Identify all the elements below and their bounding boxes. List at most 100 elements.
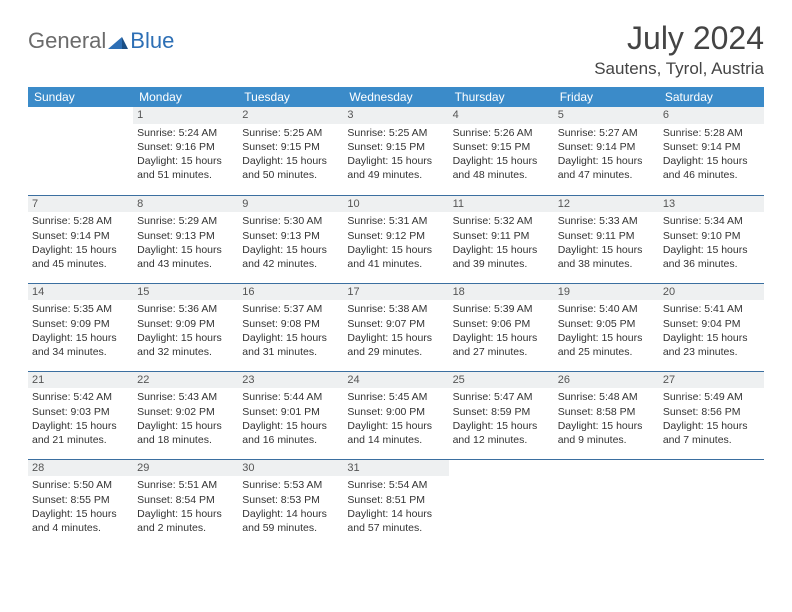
sunset-line: Sunset: 9:09 PM: [137, 317, 234, 331]
weekday-header: Tuesday: [238, 87, 343, 107]
sunset-line: Sunset: 9:04 PM: [663, 317, 760, 331]
daylight-line: Daylight: 15 hours and 12 minutes.: [453, 419, 550, 447]
day-number: 26: [554, 372, 659, 389]
daylight-line: Daylight: 15 hours and 7 minutes.: [663, 419, 760, 447]
sunrise-line: Sunrise: 5:47 AM: [453, 390, 550, 404]
weekday-header: Saturday: [659, 87, 764, 107]
calendar-day-cell: 8Sunrise: 5:29 AMSunset: 9:13 PMDaylight…: [133, 195, 238, 283]
daylight-line: Daylight: 15 hours and 27 minutes.: [453, 331, 550, 359]
daylight-line: Daylight: 15 hours and 38 minutes.: [558, 243, 655, 271]
sunset-line: Sunset: 8:58 PM: [558, 405, 655, 419]
day-number: 14: [28, 284, 133, 301]
sunset-line: Sunset: 8:54 PM: [137, 493, 234, 507]
calendar-body: 1Sunrise: 5:24 AMSunset: 9:16 PMDaylight…: [28, 107, 764, 547]
day-number: 20: [659, 284, 764, 301]
calendar-day-cell: 13Sunrise: 5:34 AMSunset: 9:10 PMDayligh…: [659, 195, 764, 283]
sunrise-line: Sunrise: 5:51 AM: [137, 478, 234, 492]
sunrise-line: Sunrise: 5:39 AM: [453, 302, 550, 316]
sunrise-line: Sunrise: 5:29 AM: [137, 214, 234, 228]
daylight-line: Daylight: 15 hours and 9 minutes.: [558, 419, 655, 447]
sunset-line: Sunset: 9:15 PM: [453, 140, 550, 154]
day-number: 31: [343, 460, 448, 477]
calendar-day-cell: 15Sunrise: 5:36 AMSunset: 9:09 PMDayligh…: [133, 283, 238, 371]
calendar-header-row: SundayMondayTuesdayWednesdayThursdayFrid…: [28, 87, 764, 107]
sunset-line: Sunset: 9:11 PM: [453, 229, 550, 243]
location: Sautens, Tyrol, Austria: [594, 59, 764, 79]
sunset-line: Sunset: 9:12 PM: [347, 229, 444, 243]
sunset-line: Sunset: 8:59 PM: [453, 405, 550, 419]
sunrise-line: Sunrise: 5:49 AM: [663, 390, 760, 404]
sunset-line: Sunset: 9:00 PM: [347, 405, 444, 419]
calendar-day-cell: 4Sunrise: 5:26 AMSunset: 9:15 PMDaylight…: [449, 107, 554, 195]
calendar-day-cell: [659, 459, 764, 547]
day-number: 7: [28, 196, 133, 213]
calendar-day-cell: 2Sunrise: 5:25 AMSunset: 9:15 PMDaylight…: [238, 107, 343, 195]
calendar-day-cell: 30Sunrise: 5:53 AMSunset: 8:53 PMDayligh…: [238, 459, 343, 547]
sunset-line: Sunset: 9:11 PM: [558, 229, 655, 243]
calendar-table: SundayMondayTuesdayWednesdayThursdayFrid…: [28, 87, 764, 547]
sunrise-line: Sunrise: 5:34 AM: [663, 214, 760, 228]
daylight-line: Daylight: 15 hours and 42 minutes.: [242, 243, 339, 271]
daylight-line: Daylight: 15 hours and 16 minutes.: [242, 419, 339, 447]
daylight-line: Daylight: 15 hours and 39 minutes.: [453, 243, 550, 271]
weekday-header: Sunday: [28, 87, 133, 107]
calendar-day-cell: 18Sunrise: 5:39 AMSunset: 9:06 PMDayligh…: [449, 283, 554, 371]
calendar-day-cell: 10Sunrise: 5:31 AMSunset: 9:12 PMDayligh…: [343, 195, 448, 283]
daylight-line: Daylight: 15 hours and 4 minutes.: [32, 507, 129, 535]
day-number: 27: [659, 372, 764, 389]
sunrise-line: Sunrise: 5:44 AM: [242, 390, 339, 404]
day-number: 28: [28, 460, 133, 477]
calendar-day-cell: [28, 107, 133, 195]
day-number: 18: [449, 284, 554, 301]
sunrise-line: Sunrise: 5:38 AM: [347, 302, 444, 316]
sunrise-line: Sunrise: 5:37 AM: [242, 302, 339, 316]
day-number: 12: [554, 196, 659, 213]
daylight-line: Daylight: 15 hours and 18 minutes.: [137, 419, 234, 447]
daylight-line: Daylight: 15 hours and 14 minutes.: [347, 419, 444, 447]
sunrise-line: Sunrise: 5:28 AM: [32, 214, 129, 228]
calendar-week-row: 14Sunrise: 5:35 AMSunset: 9:09 PMDayligh…: [28, 283, 764, 371]
sunset-line: Sunset: 9:03 PM: [32, 405, 129, 419]
sunrise-line: Sunrise: 5:53 AM: [242, 478, 339, 492]
daylight-line: Daylight: 15 hours and 47 minutes.: [558, 154, 655, 182]
day-number: 22: [133, 372, 238, 389]
daylight-line: Daylight: 15 hours and 48 minutes.: [453, 154, 550, 182]
calendar-week-row: 7Sunrise: 5:28 AMSunset: 9:14 PMDaylight…: [28, 195, 764, 283]
weekday-header: Wednesday: [343, 87, 448, 107]
day-number: 17: [343, 284, 448, 301]
day-number: 6: [659, 107, 764, 124]
title-block: July 2024 Sautens, Tyrol, Austria: [594, 20, 764, 79]
header: General Blue July 2024 Sautens, Tyrol, A…: [28, 20, 764, 79]
calendar-day-cell: 5Sunrise: 5:27 AMSunset: 9:14 PMDaylight…: [554, 107, 659, 195]
calendar-day-cell: 14Sunrise: 5:35 AMSunset: 9:09 PMDayligh…: [28, 283, 133, 371]
daylight-line: Daylight: 15 hours and 45 minutes.: [32, 243, 129, 271]
sunrise-line: Sunrise: 5:25 AM: [242, 126, 339, 140]
calendar-day-cell: 16Sunrise: 5:37 AMSunset: 9:08 PMDayligh…: [238, 283, 343, 371]
day-number: 23: [238, 372, 343, 389]
sunrise-line: Sunrise: 5:40 AM: [558, 302, 655, 316]
sunset-line: Sunset: 9:09 PM: [32, 317, 129, 331]
sunrise-line: Sunrise: 5:45 AM: [347, 390, 444, 404]
day-number: 8: [133, 196, 238, 213]
sunset-line: Sunset: 8:53 PM: [242, 493, 339, 507]
sunset-line: Sunset: 9:14 PM: [558, 140, 655, 154]
sunset-line: Sunset: 9:14 PM: [32, 229, 129, 243]
sunset-line: Sunset: 9:07 PM: [347, 317, 444, 331]
daylight-line: Daylight: 15 hours and 2 minutes.: [137, 507, 234, 535]
calendar-day-cell: 19Sunrise: 5:40 AMSunset: 9:05 PMDayligh…: [554, 283, 659, 371]
sunset-line: Sunset: 9:16 PM: [137, 140, 234, 154]
sunset-line: Sunset: 8:51 PM: [347, 493, 444, 507]
day-number: 2: [238, 107, 343, 124]
day-number: 24: [343, 372, 448, 389]
sunset-line: Sunset: 9:13 PM: [137, 229, 234, 243]
sunset-line: Sunset: 8:56 PM: [663, 405, 760, 419]
sunrise-line: Sunrise: 5:41 AM: [663, 302, 760, 316]
calendar-day-cell: 20Sunrise: 5:41 AMSunset: 9:04 PMDayligh…: [659, 283, 764, 371]
calendar-week-row: 21Sunrise: 5:42 AMSunset: 9:03 PMDayligh…: [28, 371, 764, 459]
sunrise-line: Sunrise: 5:28 AM: [663, 126, 760, 140]
daylight-line: Daylight: 15 hours and 32 minutes.: [137, 331, 234, 359]
calendar-week-row: 28Sunrise: 5:50 AMSunset: 8:55 PMDayligh…: [28, 459, 764, 547]
daylight-line: Daylight: 15 hours and 29 minutes.: [347, 331, 444, 359]
calendar-day-cell: 6Sunrise: 5:28 AMSunset: 9:14 PMDaylight…: [659, 107, 764, 195]
day-number: 4: [449, 107, 554, 124]
